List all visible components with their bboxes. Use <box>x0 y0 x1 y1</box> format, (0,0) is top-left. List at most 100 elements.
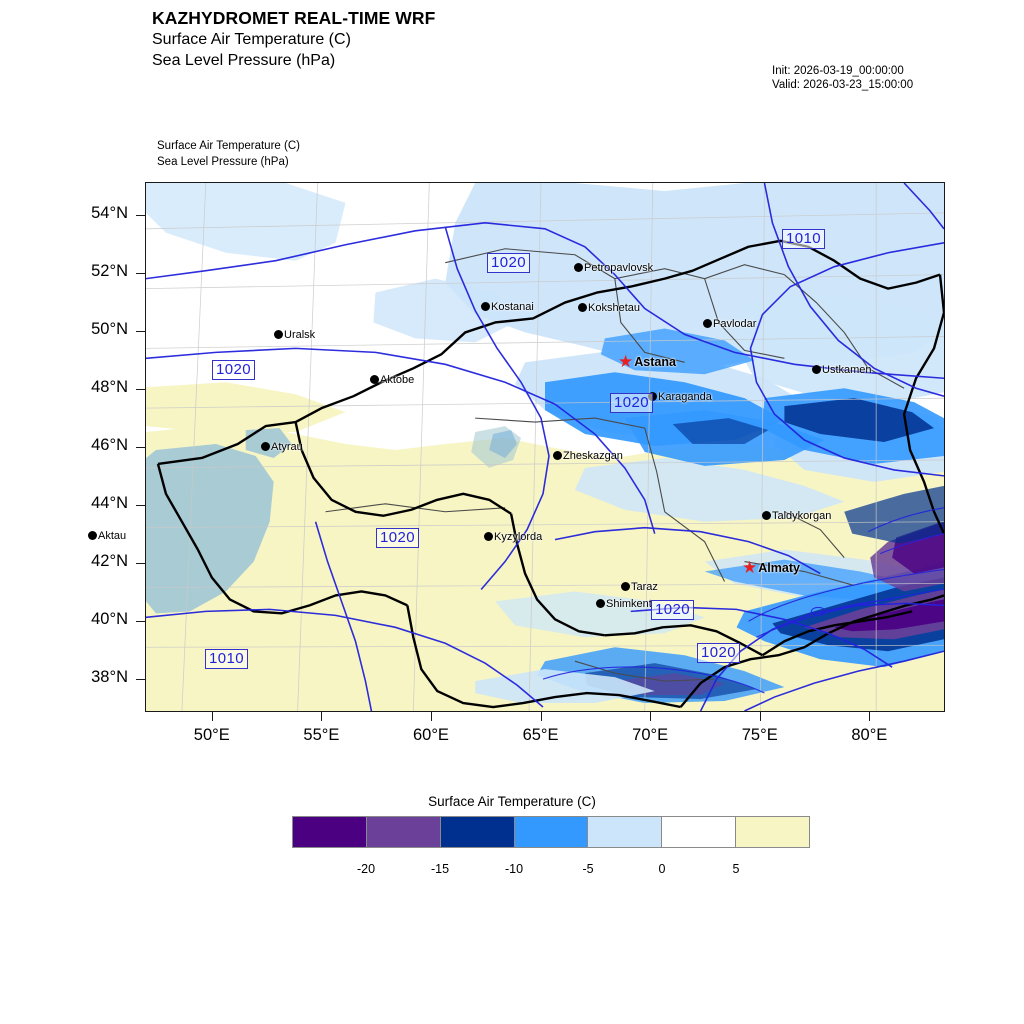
isobar-label: 1020 <box>610 393 653 413</box>
city-marker-ustkamen[interactable]: Ustkamen <box>812 361 872 379</box>
city-label: Karaganda <box>658 390 712 403</box>
city-label: Zheskazgan <box>563 449 623 462</box>
city-marker-aktobe[interactable]: Aktobe <box>370 371 414 389</box>
city-marker-shimkent[interactable]: Shimkent <box>596 595 652 613</box>
colorbar-swatch-2 <box>440 817 515 847</box>
y-axis-label: 46°N <box>91 436 128 454</box>
city-marker-uralsk[interactable]: Uralsk <box>274 326 315 344</box>
city-marker-astana[interactable]: ★Astana <box>618 353 676 371</box>
init-time-label: Init: 2026-03-19_00:00:00 <box>772 65 904 77</box>
x-axis-tick <box>759 712 761 721</box>
city-label: Taldykorgan <box>772 509 832 522</box>
city-dot-icon <box>553 451 562 461</box>
map-plot-area[interactable] <box>145 182 945 712</box>
y-axis-label: 40°N <box>91 610 128 628</box>
y-axis-tick <box>136 331 145 332</box>
city-marker-almaty[interactable]: ★Almaty <box>742 559 800 577</box>
x-axis-tick <box>869 712 871 721</box>
y-axis-label: 52°N <box>91 262 128 280</box>
city-dot-icon <box>88 531 97 541</box>
city-label: Petropavlovsk <box>584 261 654 274</box>
colorbar[interactable] <box>292 816 810 848</box>
run-timestamps: Init: 2026-03-19_00:00:00 Valid: 2026-03… <box>772 64 1012 92</box>
colorbar-tick-label: 5 <box>732 862 740 876</box>
city-marker-pavlodar[interactable]: Pavlodar <box>703 315 756 333</box>
x-axis-tick <box>430 712 432 721</box>
x-axis-label: 50°E <box>193 726 230 744</box>
city-label: Shimkent <box>606 597 652 610</box>
isobar-label: 1020 <box>487 253 530 273</box>
city-label: Astana <box>634 354 676 369</box>
city-label: Ustkamen <box>822 363 872 376</box>
city-dot-icon <box>703 319 712 329</box>
y-axis-tick <box>136 621 145 622</box>
colorbar-swatch-1 <box>366 817 441 847</box>
y-axis-tick <box>136 679 145 680</box>
y-axis-tick <box>136 273 145 274</box>
city-marker-taraz[interactable]: Taraz <box>621 578 658 596</box>
panel-caption: Surface Air Temperature (C) Sea Level Pr… <box>157 138 300 170</box>
colorbar-title: Surface Air Temperature (C) <box>428 794 596 809</box>
isobar-label: 1020 <box>651 600 694 620</box>
y-axis-tick <box>136 215 145 216</box>
y-axis-label: 44°N <box>91 494 128 512</box>
y-axis-label: 48°N <box>91 378 128 396</box>
valid-time-label: Valid: 2026-03-23_15:00:00 <box>772 79 914 91</box>
city-marker-aktau[interactable]: Aktau <box>88 527 126 545</box>
city-dot-icon <box>481 302 490 312</box>
x-axis-label: 55°E <box>303 726 340 744</box>
isobar-label: 1010 <box>782 229 825 249</box>
capital-star-icon: ★ <box>742 558 758 578</box>
city-marker-kokshetau[interactable]: Kokshetau <box>578 299 640 317</box>
panel-caption-line-1: Surface Air Temperature (C) <box>157 140 300 152</box>
x-axis-label: 75°E <box>741 726 778 744</box>
city-label: Kokshetau <box>588 301 640 314</box>
city-dot-icon <box>370 375 379 385</box>
city-marker-zheskazgan[interactable]: Zheskazgan <box>553 447 623 465</box>
city-dot-icon <box>261 442 270 452</box>
colorbar-tick-label: -10 <box>504 862 524 876</box>
y-axis-label: 42°N <box>91 552 128 570</box>
x-axis-label: 65°E <box>522 726 559 744</box>
y-axis-tick <box>136 389 145 390</box>
x-axis-tick <box>540 712 542 721</box>
x-axis-label: 60°E <box>412 726 449 744</box>
x-axis-tick <box>650 712 652 721</box>
city-marker-kostanai[interactable]: Kostanai <box>481 298 534 316</box>
colorbar-swatch-3 <box>514 817 589 847</box>
city-label: Almaty <box>758 560 800 575</box>
y-axis-tick <box>136 563 145 564</box>
city-label: Uralsk <box>284 328 316 341</box>
x-axis-label: 70°E <box>632 726 669 744</box>
map-canvas <box>146 183 944 711</box>
city-label: Atyrau <box>271 440 303 453</box>
isobar-label: 1020 <box>697 643 740 663</box>
x-axis-tick <box>321 712 323 721</box>
colorbar-tick-label: -20 <box>356 862 376 876</box>
city-marker-petropavlovsk[interactable]: Petropavlovsk <box>574 259 653 277</box>
city-dot-icon <box>762 511 771 521</box>
x-axis-label: 80°E <box>851 726 888 744</box>
city-label: Kyzylorda <box>494 530 543 543</box>
city-dot-icon <box>578 303 587 313</box>
x-axis-tick <box>211 712 213 721</box>
colorbar-swatch-6 <box>736 817 810 847</box>
city-marker-kyzylorda[interactable]: Kyzylorda <box>484 528 542 546</box>
city-dot-icon <box>596 599 605 609</box>
capital-star-icon: ★ <box>618 352 634 372</box>
title-block: KAZHYDROMET REAL-TIME WRF Surface Air Te… <box>152 8 772 71</box>
city-marker-karaganda[interactable]: Karaganda <box>648 388 712 406</box>
page-subtitle-1: Surface Air Temperature (C) <box>152 31 351 48</box>
colorbar-swatch-4 <box>588 817 663 847</box>
city-label: Aktau <box>98 529 127 542</box>
isobar-label: 1010 <box>205 649 248 669</box>
y-axis-label: 38°N <box>91 668 128 686</box>
city-marker-taldykorgan[interactable]: Taldykorgan <box>762 507 831 525</box>
colorbar-swatch-5 <box>662 817 737 847</box>
city-label: Taraz <box>631 580 658 593</box>
city-marker-atyrau[interactable]: Atyrau <box>261 438 303 456</box>
city-label: Aktobe <box>380 373 415 386</box>
colorbar-tick-label: -5 <box>582 862 594 876</box>
y-axis-tick <box>136 505 145 506</box>
city-dot-icon <box>274 330 283 340</box>
